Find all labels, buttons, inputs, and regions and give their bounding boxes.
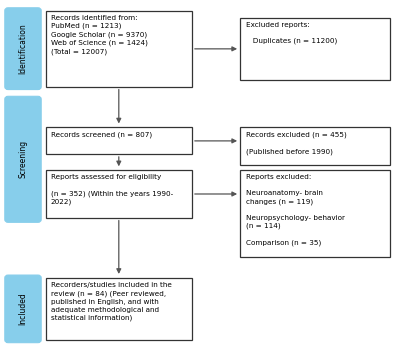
FancyBboxPatch shape <box>5 96 41 222</box>
Text: Identification: Identification <box>18 23 28 74</box>
Text: Reports excluded:

Neuroanatomy- brain
changes (n = 119)

Neuropsychology- behav: Reports excluded: Neuroanatomy- brain ch… <box>246 174 345 246</box>
Text: Included: Included <box>18 292 28 325</box>
FancyBboxPatch shape <box>240 127 390 165</box>
Text: Records excluded (n = 455)

(Published before 1990): Records excluded (n = 455) (Published be… <box>246 132 347 155</box>
FancyBboxPatch shape <box>46 278 192 340</box>
Text: Reports assessed for eligibility

(n = 352) (Within the years 1990-
2022): Reports assessed for eligibility (n = 35… <box>51 174 173 205</box>
FancyBboxPatch shape <box>46 11 192 87</box>
Text: Recorders/studies included in the
review (n = 84) (Peer reviewed,
published in E: Recorders/studies included in the review… <box>51 282 172 321</box>
FancyBboxPatch shape <box>240 18 390 80</box>
Text: Records identified from:
PubMed (n = 1213)
Google Scholar (n = 9370)
Web of Scie: Records identified from: PubMed (n = 121… <box>51 15 148 55</box>
FancyBboxPatch shape <box>46 170 192 218</box>
FancyBboxPatch shape <box>240 170 390 257</box>
Text: Excluded reports:

   Duplicates (n = 11200): Excluded reports: Duplicates (n = 11200) <box>246 22 337 45</box>
FancyBboxPatch shape <box>46 127 192 154</box>
Text: Screening: Screening <box>18 140 28 178</box>
FancyBboxPatch shape <box>5 8 41 90</box>
FancyBboxPatch shape <box>5 275 41 343</box>
Text: Records screened (n = 807): Records screened (n = 807) <box>51 132 152 138</box>
